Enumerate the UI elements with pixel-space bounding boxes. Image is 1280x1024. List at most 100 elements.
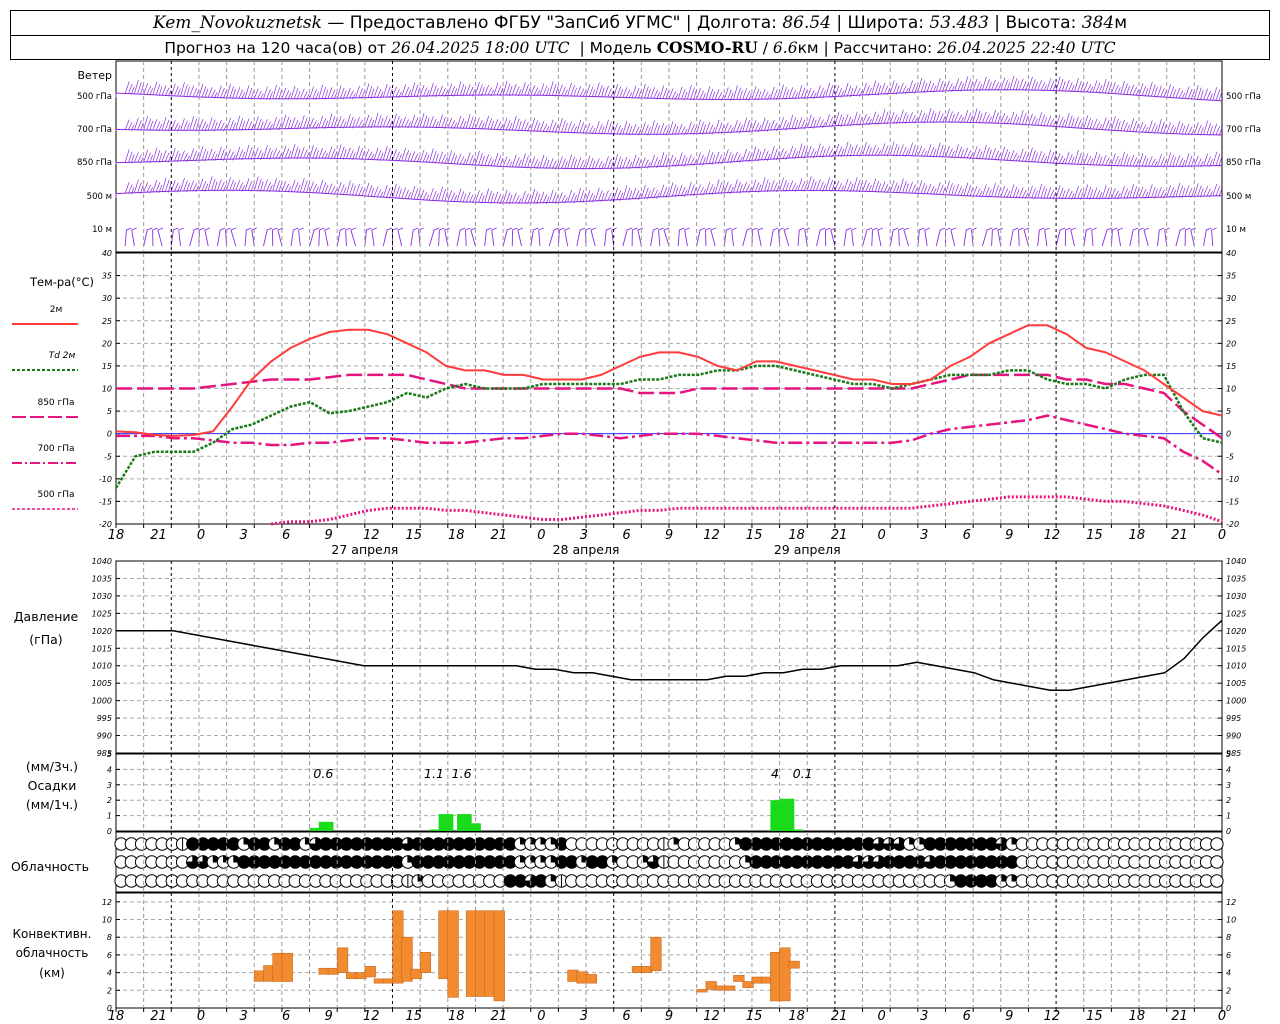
convective-panel-unit: (км) (39, 966, 65, 980)
wind-barb (834, 111, 845, 127)
temp-panel-ytick-left: 35 (102, 272, 112, 281)
wind-barb (1129, 154, 1140, 168)
wind-barb-stroke (493, 82, 504, 97)
altitude-value: 384 (1081, 13, 1115, 33)
cloud-fill (186, 855, 200, 869)
pressure-panel-ytick-right: 1035 (1226, 574, 1246, 583)
pressure-panel-ytick-left: 985 (97, 749, 112, 758)
wind-barb (889, 180, 900, 194)
wind-barb-stroke (429, 148, 439, 164)
wind-barb-stroke (677, 184, 688, 197)
wind-barb (1083, 184, 1094, 200)
wind-barb-10m (277, 227, 284, 247)
wind-barb-stroke (318, 179, 329, 195)
wind-barb-stroke (1101, 185, 1112, 200)
wind-barb-stroke (926, 80, 937, 93)
wind-barb-stroke (235, 115, 246, 131)
wind-level-label-left: 10 м (92, 225, 112, 235)
wind-barb (1101, 155, 1112, 167)
wind-barb-stroke (972, 108, 983, 124)
wind-barb-stroke (705, 181, 716, 196)
model-label: Модель (589, 39, 652, 57)
wind-barb-stroke (484, 84, 495, 97)
wind-barb (207, 117, 218, 132)
wind-barb (1028, 76, 1038, 92)
header-row-forecast: Прогноз на 120 часа(ов) от 26.04.2025 18… (164, 38, 1116, 57)
wind-barb (410, 114, 421, 129)
wind-barb (272, 84, 283, 100)
wind-barb-stroke (760, 177, 771, 193)
wind-barb (585, 155, 596, 170)
pressure-panel-ytick-right: 1030 (1226, 592, 1246, 601)
wind-barb (180, 177, 190, 193)
wind-barb (217, 119, 227, 132)
temp-series-td2m (114, 364, 1223, 489)
convective-xtick-label: 15 (405, 1009, 422, 1024)
cloud-symbol (882, 837, 896, 851)
wind-barb-stroke (778, 227, 784, 247)
wind-barb (982, 144, 992, 160)
wind-barb (253, 116, 264, 131)
cloud-symbol (196, 855, 210, 869)
wind-barb-stroke (530, 156, 541, 169)
wind-barb-stroke (971, 227, 977, 247)
wind-barb (852, 144, 863, 157)
wind-barb-stroke (871, 227, 878, 247)
wind-barb-stroke (1138, 83, 1149, 97)
wind-barb-stroke (207, 148, 218, 162)
precip-label-bottom: (мм/1ч.) (26, 797, 78, 812)
wind-barb-10m (731, 227, 737, 247)
wind-barb-stroke (963, 76, 974, 92)
wind-barb-stroke (521, 119, 531, 132)
wind-barb (1212, 183, 1223, 197)
precip-panel-ytick-right: 2 (1226, 796, 1231, 805)
wind-barb-stroke (204, 227, 211, 247)
pressure-panel-ytick-left: 1015 (92, 644, 112, 653)
wind-barb (124, 81, 135, 95)
wind-barb (558, 84, 568, 97)
wind-barb-stroke (1120, 151, 1130, 167)
wind-barb (834, 180, 845, 192)
cloud-fill (923, 855, 937, 869)
wind-barb-stroke (1129, 154, 1140, 168)
temp-xtick-label: 21 (1171, 528, 1188, 543)
wind-barb-stroke (1101, 227, 1113, 247)
wind-barb (198, 83, 209, 99)
wind-barb (1184, 185, 1195, 198)
wind-barb (788, 145, 799, 160)
wind-barb (751, 86, 762, 101)
wind-barb (1157, 118, 1167, 135)
wind-barb-stroke (392, 86, 402, 99)
wind-barb-10m (1044, 227, 1050, 247)
wind-barb (742, 181, 753, 194)
wind-barb (1111, 188, 1121, 200)
wind-barb (677, 123, 688, 136)
wind-barb (124, 149, 135, 164)
wind-barb-stroke (401, 116, 412, 129)
pressure-panel-ytick-left: 1010 (92, 662, 112, 671)
precip-value-label: 1.6 (452, 766, 472, 781)
wind-barb (972, 146, 983, 160)
wind-barb-stroke (263, 227, 273, 247)
wind-barb (1175, 155, 1186, 168)
wind-barb (788, 114, 799, 130)
wind-barb-10m (1064, 227, 1071, 247)
wind-barb-stroke (668, 182, 679, 198)
pressure-panel-ytick-right: 1025 (1226, 609, 1246, 618)
wind-barb (161, 177, 172, 193)
wind-barb-stroke (1046, 149, 1057, 164)
wind-barb (346, 180, 356, 196)
wind-barb-stroke (263, 119, 273, 131)
cloud-fill (196, 855, 210, 869)
wind-barb-stroke (327, 87, 338, 100)
convective-bar (742, 981, 754, 988)
wind-barb-10m (309, 227, 320, 247)
convective-bar (493, 910, 505, 1002)
wind-barb (594, 158, 605, 170)
wind-barb-stroke (419, 84, 430, 98)
latitude-label: Широта: (847, 13, 924, 33)
wind-barb (991, 148, 1001, 161)
wind-barb (327, 183, 338, 195)
temp-panel-ytick-right: 20 (1226, 339, 1236, 348)
convective-panel-ytick-right: 4 (1226, 969, 1231, 978)
